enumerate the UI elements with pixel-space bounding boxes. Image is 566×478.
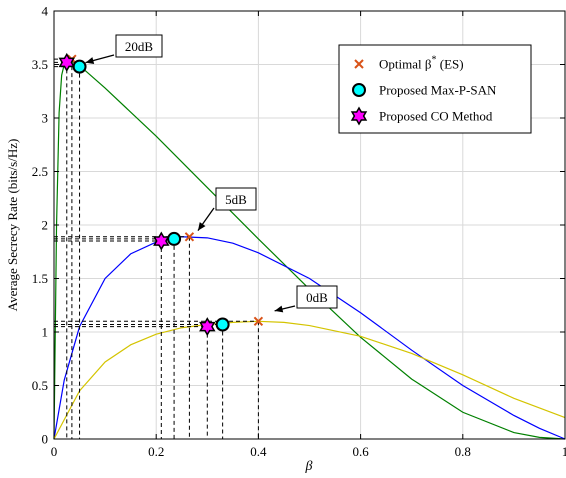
max-p-san-marker-20dB <box>72 59 87 74</box>
legend-hexagram-icon <box>350 106 368 126</box>
annotation-20dB: 20dB <box>85 34 163 64</box>
optimal-es-marker-5dB <box>184 232 195 242</box>
legend-x-icon <box>354 59 364 69</box>
legend-entry-1: Optimal β* (ES) <box>354 55 464 72</box>
x-tick-label: 0 <box>51 444 58 459</box>
legend-label-main: Proposed Max-P-SAN <box>379 83 497 98</box>
y-tick-label: 0 <box>42 432 49 447</box>
annotation-box <box>215 187 257 211</box>
legend-label-superscript: * <box>431 55 436 66</box>
optimal-es-marker-5dB-stroke-b <box>184 232 195 242</box>
legend-entry-2: Proposed Max-P-SAN <box>352 83 497 98</box>
legend-label-main: Proposed CO Method <box>379 109 493 124</box>
annotation-label: 5dB <box>225 192 247 207</box>
optimal-es-marker-0dB-stroke-b <box>253 316 264 327</box>
legend-label: Optimal β* (ES) <box>379 55 464 72</box>
x-axis-label: β <box>305 459 313 474</box>
legend-label-main: Optimal β <box>379 57 432 72</box>
y-tick-label: 3.5 <box>32 57 48 72</box>
annotation-box <box>115 34 163 58</box>
y-tick-label: 4 <box>42 4 49 19</box>
y-tick-label: 0.5 <box>32 378 48 393</box>
legend: Optimal β* (ES) Proposed Max-P-SAN Propose… <box>338 44 532 134</box>
legend-circle-icon <box>352 83 366 97</box>
legend-label-tail: (ES) <box>436 57 463 72</box>
annotation-5dB: 5dB <box>197 187 257 232</box>
y-tick-label: 2 <box>42 218 49 233</box>
legend-label: Proposed Max-P-SAN <box>379 83 497 98</box>
co-method-marker-20dB <box>58 52 75 72</box>
co-method-marker-0dB <box>199 317 216 337</box>
legend-entry-3: Proposed CO Method <box>350 106 493 126</box>
co-method-marker-5dB <box>153 231 170 251</box>
tick-layer: 0 0.2 0.4 0.6 0.8 1 0 0.5 1 1.5 2 2.5 3 3.5 4 <box>32 4 566 460</box>
marker-layer <box>58 52 264 337</box>
series-line-0dB <box>53 320 566 440</box>
x-tick-label: 0.6 <box>352 444 369 459</box>
legend-label: Proposed CO Method <box>379 109 493 124</box>
series-line-20dB <box>53 60 566 440</box>
y-tick-label: 1.5 <box>32 271 48 286</box>
annotation-box <box>296 285 338 309</box>
annotation-arrow-head <box>274 305 284 313</box>
series-line-5dB <box>53 236 566 440</box>
x-tick-label: 0.2 <box>148 444 164 459</box>
x-tick-label: 0.8 <box>455 444 471 459</box>
legend-x-icon-stroke-b <box>354 59 364 69</box>
x-tick-label: 1 <box>562 444 566 459</box>
y-tick-label: 3 <box>42 111 49 126</box>
annotation-label: 20dB <box>125 39 154 54</box>
optimal-es-marker-0dB <box>253 316 264 327</box>
legend-box <box>338 44 532 134</box>
y-axis-label: Average Secrecy Rate (bits/s/Hz) <box>5 139 20 312</box>
y-tick-label: 1 <box>42 325 49 340</box>
x-tick-label: 0.4 <box>250 444 267 459</box>
series-layer <box>53 60 566 440</box>
annotation-arrow-head <box>197 222 206 231</box>
annotation-0dB: 0dB <box>274 285 338 313</box>
max-p-san-marker-0dB <box>215 317 230 332</box>
y-tick-label: 2.5 <box>32 164 48 179</box>
annotation-label: 0dB <box>306 290 328 305</box>
annotation-layer: 20dB 5dB 0dB <box>85 34 338 313</box>
annotation-arrow-head <box>85 57 95 64</box>
max-p-san-marker-5dB <box>167 231 182 246</box>
